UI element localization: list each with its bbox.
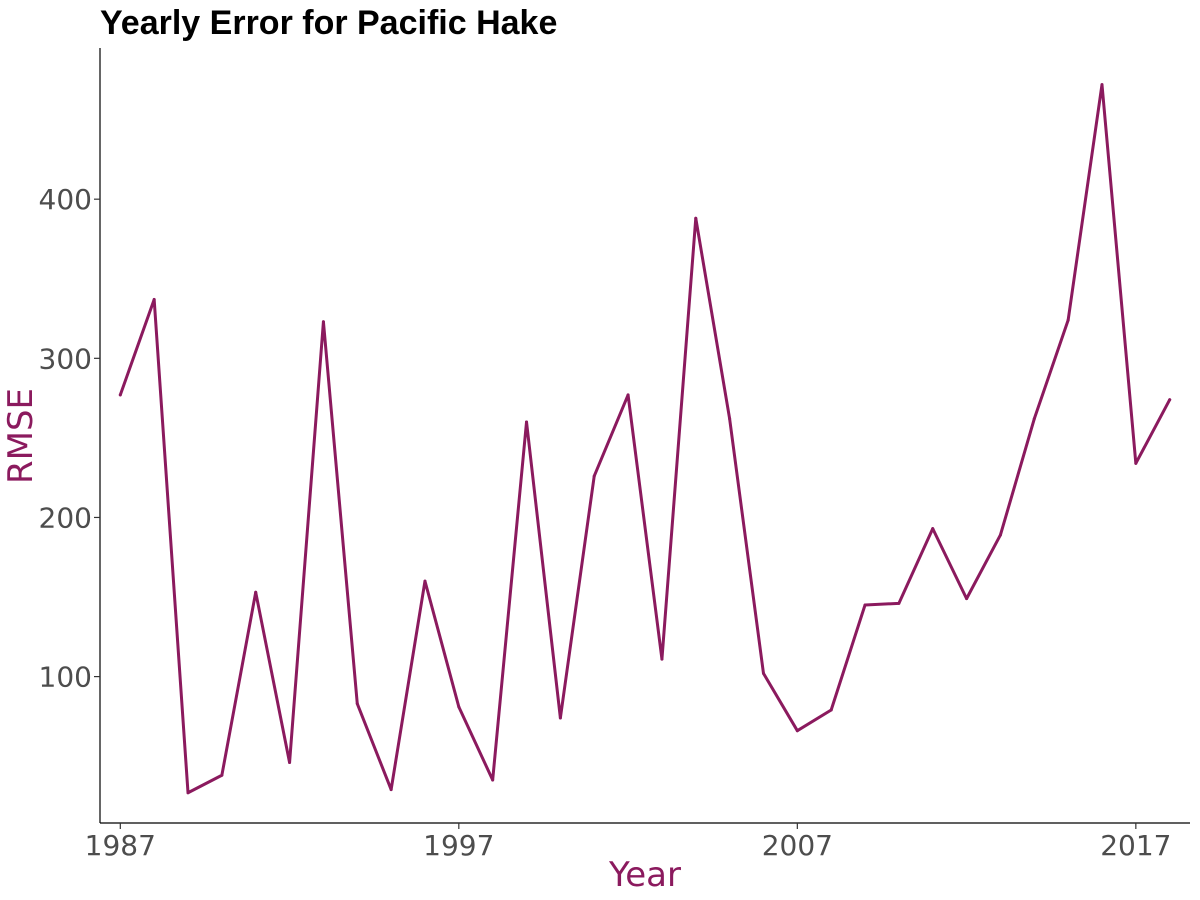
data-point: [829, 708, 833, 712]
data-point: [491, 778, 495, 782]
data-point: [592, 474, 596, 478]
data-point: [694, 216, 698, 220]
data-point: [321, 320, 325, 324]
data-point: [1032, 417, 1036, 421]
series-line-0: [118, 83, 1172, 795]
data-point: [355, 702, 359, 706]
data-point: [795, 729, 799, 733]
y-axis-label: RMSE: [1, 388, 41, 484]
data-point: [118, 393, 122, 397]
x-tick-label: 2007: [762, 829, 833, 862]
data-point: [761, 671, 765, 675]
x-axis-label: Year: [608, 855, 681, 895]
data-point: [457, 705, 461, 709]
x-tick-label: 1987: [85, 829, 156, 862]
y-ticks: 100 200 300 400: [39, 183, 100, 694]
axes: [99, 48, 1190, 824]
data-point: [998, 533, 1002, 537]
series-layer: [118, 83, 1172, 795]
data-point: [220, 773, 224, 777]
data-point: [186, 791, 190, 795]
data-point: [931, 527, 935, 531]
y-tick-label: 200: [39, 501, 92, 534]
data-point: [965, 597, 969, 601]
x-tick-label: 1997: [423, 829, 494, 862]
data-point: [660, 657, 664, 661]
data-point: [389, 788, 393, 792]
data-point: [863, 603, 867, 607]
data-point: [525, 420, 529, 424]
data-point: [1100, 83, 1104, 87]
y-tick-label: 100: [39, 661, 92, 694]
y-tick-label: 300: [39, 342, 92, 375]
data-point: [1168, 398, 1172, 402]
data-point: [1066, 318, 1070, 322]
x-ticks: 1987 1997 2007 2017: [85, 823, 1171, 862]
data-point: [152, 297, 156, 301]
data-point: [1134, 461, 1138, 465]
data-point: [897, 601, 901, 605]
data-point: [558, 716, 562, 720]
data-point: [728, 417, 732, 421]
data-point: [626, 393, 630, 397]
data-point: [254, 590, 258, 594]
chart-title: Yearly Error for Pacific Hake: [100, 4, 557, 42]
data-point: [423, 579, 427, 583]
data-point: [288, 761, 292, 765]
x-tick-label: 2017: [1100, 829, 1171, 862]
y-tick-label: 400: [39, 183, 92, 216]
